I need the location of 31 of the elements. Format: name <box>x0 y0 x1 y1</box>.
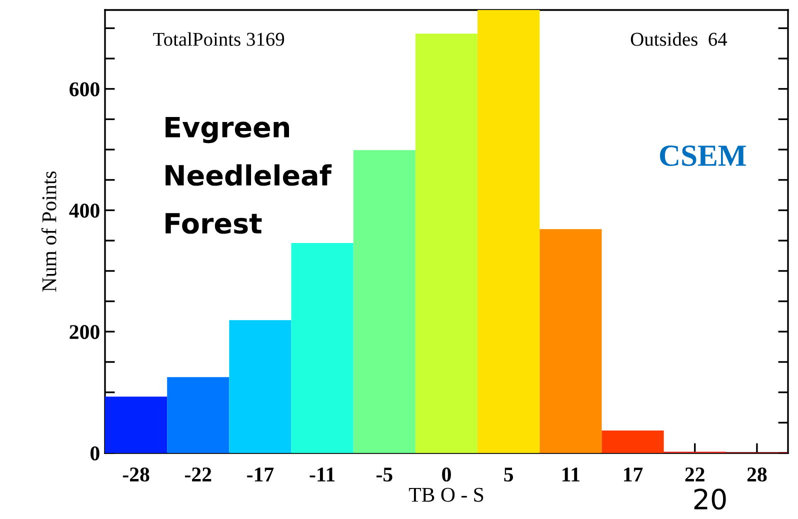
x-tick-label: 28 <box>747 467 767 482</box>
x-tick-label: -17 <box>247 468 274 482</box>
bar <box>478 10 540 453</box>
annotation: TotalPoints 3169 <box>153 32 284 46</box>
bar <box>229 320 292 453</box>
x-tick-label: 11 <box>562 468 580 482</box>
x-tick-label: 22 <box>685 468 704 482</box>
y-tick-label: 400 <box>69 204 100 218</box>
bar <box>291 243 354 453</box>
bar <box>105 396 168 453</box>
x-tick-label: -5 <box>376 468 392 482</box>
x-axis-title: TB O - S <box>408 488 484 502</box>
x-tick-label: 17 <box>624 468 643 482</box>
y-tick-label: 0 <box>90 446 100 460</box>
x-tick-label: -28 <box>122 467 150 482</box>
bar <box>540 229 602 453</box>
bar <box>353 150 416 453</box>
text: 20 <box>694 488 726 510</box>
annotation: CSEM <box>660 146 746 166</box>
x-tick-label: 5 <box>504 468 514 482</box>
annotation: Outsides 64 <box>630 32 728 46</box>
bar <box>167 377 230 453</box>
y-tick-label: 200 <box>70 325 100 340</box>
x-tick-label: 0 <box>442 467 451 482</box>
x-tick-label: -11 <box>310 468 335 482</box>
x-tick-label: -22 <box>185 468 212 482</box>
bar <box>415 34 478 453</box>
y-tick-label: 600 <box>70 82 100 96</box>
bar <box>602 430 664 453</box>
y-axis-title: Num of Points <box>41 171 56 292</box>
annotation: Evgreen Needleleaf Forest <box>166 116 332 234</box>
